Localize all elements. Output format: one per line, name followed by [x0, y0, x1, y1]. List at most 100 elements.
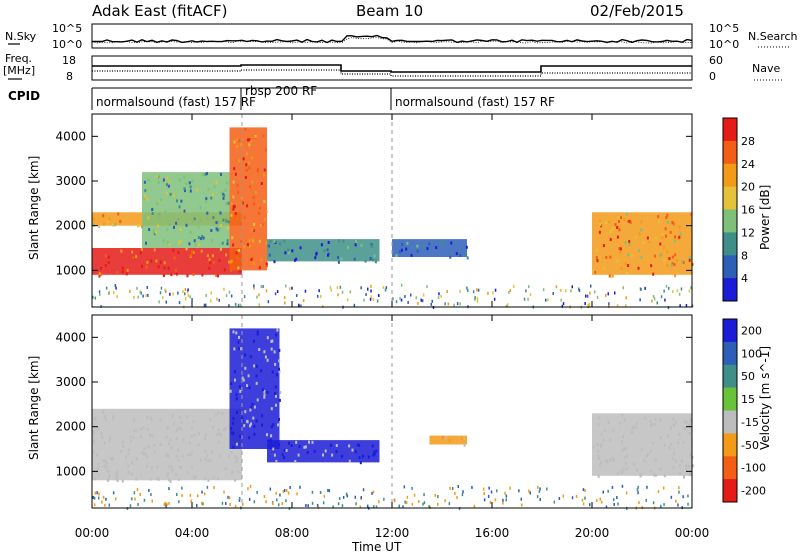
echo-cell [255, 419, 258, 423]
echo-cell [270, 347, 273, 351]
echo-cell [244, 127, 247, 131]
noise-cell [682, 495, 684, 499]
echo-cell [678, 235, 681, 239]
noise-cell [663, 289, 665, 293]
noise-cell [371, 491, 373, 495]
echo-cell [221, 241, 224, 245]
noise-cell [404, 295, 406, 298]
echo-cell [674, 459, 677, 463]
noise-cell [528, 489, 530, 493]
echo-cell [659, 418, 662, 422]
echo-cell [108, 474, 111, 478]
noise-cell [176, 493, 178, 496]
echo-cell [635, 235, 638, 239]
echo-cell [341, 454, 344, 458]
echo-cell [192, 251, 195, 255]
echo-cell [263, 217, 266, 221]
echo-cell [164, 210, 167, 214]
noise-cell [611, 485, 614, 489]
echo-cell [106, 478, 109, 482]
echo-cell [232, 421, 234, 425]
echo-cell [609, 438, 612, 442]
echo-cell [277, 423, 279, 427]
noise-cell [163, 503, 166, 506]
echo-cell [654, 418, 657, 422]
echo-cell [166, 426, 169, 430]
echo-cell [121, 479, 124, 483]
echo-cell [367, 455, 370, 459]
echo-cell [288, 251, 291, 255]
echo-cell [159, 198, 162, 202]
echo-cell [207, 478, 210, 482]
noise-strip: N.Sky N.Search 10^5 10^0 10^5 10^0 [5, 22, 798, 51]
echo-cell [252, 229, 255, 232]
nave-series [92, 69, 692, 77]
noise-cell [625, 296, 627, 300]
echo-cell [326, 248, 329, 252]
echo-cell [178, 465, 181, 469]
noise-cell [472, 290, 475, 294]
echo-cell [263, 173, 265, 177]
echo-cell [442, 241, 445, 244]
echo-cell [633, 462, 636, 466]
echo-cell [287, 248, 290, 252]
echo-cell [256, 169, 259, 173]
noise-cell [492, 291, 494, 295]
noise-cell [307, 504, 309, 508]
echo-cell [183, 175, 186, 179]
velocity-y-axis: 1000 2000 3000 4000 [55, 330, 692, 478]
echo-cell [246, 419, 249, 423]
noise-cell [223, 490, 225, 494]
colorbar-tick-label: -200 [741, 485, 766, 498]
echo-cell [294, 258, 296, 262]
echo-cell [625, 271, 628, 275]
noise-cell [437, 296, 440, 299]
echo-cell [206, 211, 209, 215]
echo-cell [650, 424, 653, 428]
echo-cell [130, 439, 132, 443]
echo-cell [228, 260, 230, 264]
noise-cell [96, 491, 98, 495]
echo-cell [156, 477, 159, 481]
echo-cell [104, 263, 107, 267]
noise-cell [539, 498, 541, 502]
x-axis-label: Time UT [351, 540, 402, 554]
echo-cell [104, 415, 107, 418]
echo-cell [147, 445, 150, 448]
echo-cell [274, 362, 277, 366]
echo-cell [176, 199, 178, 203]
echo-cell [104, 418, 107, 422]
colorbar-tick-label: 16 [741, 204, 755, 217]
echo-cell [230, 269, 233, 272]
echo-cell [206, 172, 208, 176]
noise-cell [589, 503, 591, 507]
echo-cell [273, 239, 276, 243]
noise-cell [562, 302, 565, 306]
echo-cell [311, 440, 314, 444]
noise-cell [456, 302, 459, 306]
echo-cell [236, 144, 239, 148]
noise-cell [276, 290, 279, 293]
noise-cell [181, 494, 183, 498]
noise-cell [448, 502, 451, 506]
echo-cell [274, 385, 277, 389]
noise-cell [538, 489, 541, 493]
echo-cell [233, 140, 236, 144]
echo-cell [599, 219, 602, 223]
echo-cell [162, 178, 165, 182]
noise-cell [366, 504, 369, 508]
echo-cell [652, 272, 655, 276]
echo-cell [232, 417, 235, 420]
echo-cell [135, 255, 138, 258]
echo-cell [463, 436, 466, 440]
noise-cell [227, 495, 229, 499]
noise-cell [622, 286, 624, 290]
noise-cell [444, 302, 446, 306]
noise-cell [133, 491, 136, 495]
noise-cell [430, 302, 432, 306]
echo-cell [221, 411, 224, 415]
echo-cell [94, 417, 97, 421]
echo-cell [151, 212, 154, 215]
noise-cell [370, 289, 372, 293]
echo-cell [208, 266, 211, 270]
